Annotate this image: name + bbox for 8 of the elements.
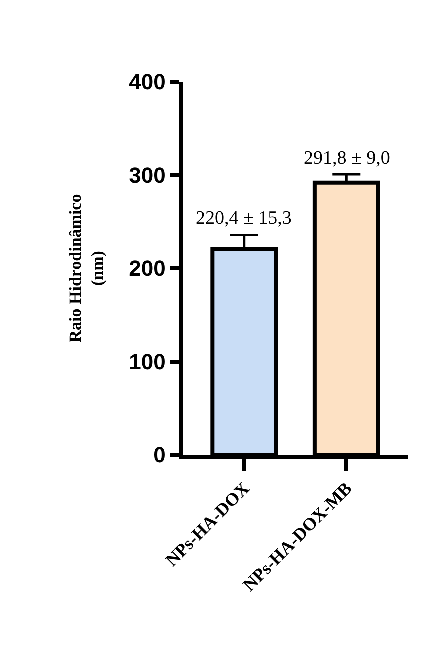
data-label: 291,8 ± 9,0 xyxy=(304,148,390,169)
y-tick-label: 0 xyxy=(154,442,166,468)
y-tick-label: 100 xyxy=(129,349,166,374)
y-axis-title: Raio Hidrodinâmico (nm) xyxy=(66,194,108,343)
y-tick-label: 200 xyxy=(129,256,166,282)
y-tick-label: 300 xyxy=(129,162,166,188)
y-tick-label: 400 xyxy=(129,70,166,95)
data-label: 220,4 ± 15,3 xyxy=(196,208,292,229)
